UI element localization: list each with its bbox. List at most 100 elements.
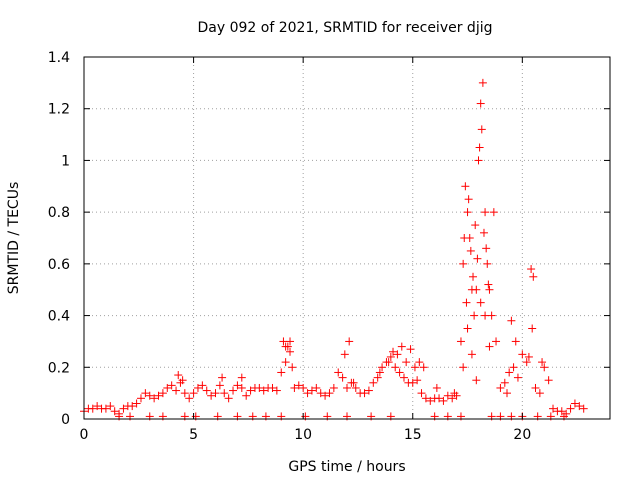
data-point	[489, 208, 498, 217]
data-point	[307, 386, 316, 395]
data-point	[286, 337, 295, 346]
data-point	[255, 383, 264, 392]
data-point	[158, 389, 167, 398]
data-point	[472, 285, 481, 294]
data-point	[557, 407, 566, 416]
data-point	[378, 363, 387, 372]
data-point	[351, 383, 360, 392]
data-point	[373, 373, 382, 382]
data-point	[535, 389, 544, 398]
data-point	[288, 363, 297, 372]
data-point	[141, 389, 150, 398]
data-point	[101, 404, 110, 413]
data-point	[450, 389, 459, 398]
data-point	[180, 389, 189, 398]
data-point	[338, 373, 347, 382]
data-point	[163, 383, 172, 392]
data-point	[460, 234, 469, 242]
data-point	[472, 376, 481, 385]
data-point	[459, 259, 468, 268]
data-point	[484, 280, 493, 289]
data-point	[360, 389, 369, 398]
data-point	[448, 394, 457, 403]
data-point	[575, 402, 584, 411]
data-point	[443, 391, 452, 400]
data-point	[496, 383, 505, 392]
x-tick-label: 15	[404, 427, 422, 443]
data-point	[470, 311, 479, 320]
y-tick-label: 1.4	[48, 50, 70, 66]
data-point	[566, 404, 575, 413]
data-point	[272, 386, 281, 395]
data-point	[106, 402, 115, 411]
data-point	[462, 298, 471, 307]
data-point	[509, 363, 518, 372]
data-point	[364, 386, 373, 395]
data-point	[413, 376, 422, 385]
data-point	[189, 389, 198, 398]
data-point	[136, 394, 145, 403]
data-point	[483, 259, 492, 268]
data-point	[150, 394, 159, 403]
data-point	[475, 143, 484, 152]
data-point	[198, 381, 207, 390]
data-point	[513, 373, 522, 382]
chart-title: Day 092 of 2021, SRMTID for receiver dji…	[198, 20, 493, 36]
data-point	[474, 156, 483, 165]
data-point	[461, 182, 470, 191]
y-tick-label: 0.6	[48, 257, 70, 273]
data-point	[93, 402, 102, 411]
y-axis-label: SRMTID / TECUs	[6, 182, 22, 295]
data-point	[549, 404, 558, 413]
data-point	[507, 316, 516, 325]
data-point	[321, 391, 330, 400]
data-point	[485, 285, 494, 294]
data-point	[299, 383, 308, 392]
data-point	[132, 399, 141, 408]
data-point	[281, 342, 290, 351]
x-tick-label: 5	[189, 427, 198, 443]
data-point	[482, 244, 491, 253]
data-point	[281, 358, 290, 367]
data-point	[178, 376, 187, 385]
data-point	[286, 347, 295, 356]
data-point	[233, 381, 242, 390]
data-point	[485, 342, 494, 351]
data-point	[174, 371, 183, 380]
data-point	[463, 324, 472, 333]
data-point	[518, 350, 527, 359]
data-point	[185, 394, 194, 403]
data-point	[456, 337, 465, 346]
data-point	[524, 352, 533, 361]
data-point	[290, 383, 299, 392]
data-point	[426, 396, 435, 405]
data-point	[544, 376, 553, 385]
y-tick-label: 0.4	[48, 309, 70, 325]
data-point	[128, 402, 137, 411]
data-point	[211, 389, 220, 398]
data-point	[202, 386, 211, 395]
data-point	[343, 383, 351, 392]
data-point	[471, 221, 480, 230]
y-tick-label: 1	[61, 153, 70, 169]
data-point	[432, 383, 441, 392]
data-point	[531, 383, 540, 392]
data-point	[246, 386, 255, 395]
data-point	[402, 358, 411, 367]
y-tick-label: 0.2	[48, 360, 70, 376]
data-point	[502, 389, 511, 398]
tick-layer: 0 5 10 15 20 0 0.2 0.4 0.6 0.8 1 1.2 1.4	[48, 50, 610, 443]
points-layer	[80, 78, 588, 421]
data-point	[215, 381, 224, 390]
data-point	[375, 368, 384, 377]
data-point	[476, 298, 485, 307]
data-point	[477, 125, 486, 134]
data-point	[522, 358, 531, 367]
data-point	[395, 368, 404, 377]
data-point	[325, 389, 334, 398]
data-point	[473, 254, 482, 263]
data-point	[579, 404, 588, 413]
data-point	[421, 394, 430, 403]
x-axis-label: GPS time / hours	[288, 459, 405, 475]
